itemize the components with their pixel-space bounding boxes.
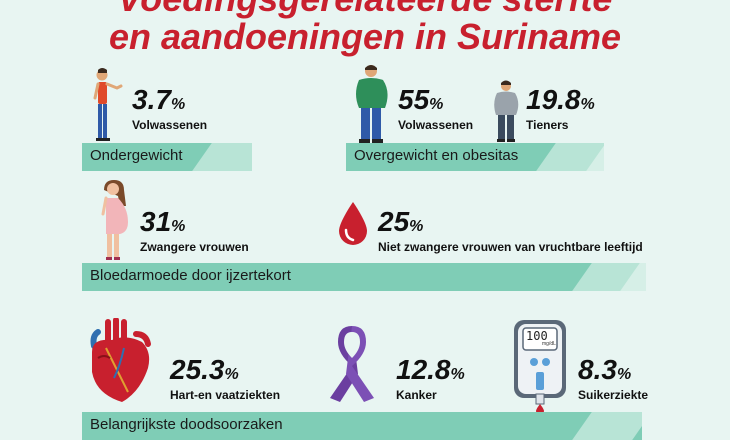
stat-label: Niet zwangere vrouwen van vruchtbare lee…	[378, 240, 643, 254]
stat-anemia-nonpregnant: 25% Niet zwangere vrouwen van vruchtbare…	[378, 206, 643, 255]
stat-diabetes: 8.3% Suikerziekte	[578, 354, 649, 403]
band-death-causes: Belangrijkste doodsoorzaken	[82, 412, 642, 440]
stat-unit: %	[171, 218, 186, 235]
stat-overweight-teens: 19.8% Tieners	[526, 84, 595, 133]
stat-label: Suikerziekte	[578, 388, 649, 402]
stat-unit: %	[409, 218, 424, 235]
band-label: Overgewicht en obesitas	[354, 147, 519, 164]
stat-value: 25.3	[170, 354, 225, 385]
page-title: Voedingsgerelateerde sterfte	[0, 0, 730, 20]
overweight-teen-icon	[494, 80, 519, 142]
stat-unit: %	[450, 366, 465, 383]
band-underweight: Ondergewicht	[82, 143, 252, 171]
stat-label: Kanker	[396, 388, 437, 402]
glucometer-reading: 100	[526, 329, 548, 343]
stat-unit: %	[616, 366, 632, 383]
stat-anemia-pregnant: 31% Zwangere vrouwen	[140, 206, 249, 255]
stat-label: Volwassenen	[132, 118, 208, 132]
stat-label: Zwangere vrouwen	[140, 240, 249, 254]
stat-underweight-adults: 3.7% Volwassenen	[132, 84, 208, 133]
stat-cardiovascular: 25.3% Hart-en vaatziekten	[170, 354, 281, 403]
band-label: Bloedarmoede door ijzertekort	[90, 267, 291, 284]
stat-value: 55	[398, 84, 430, 115]
page-subtitle: en aandoeningen in Suriname	[108, 16, 622, 57]
stat-value: 12.8	[396, 354, 451, 385]
glucometer-icon: 100 mg/dL	[512, 318, 568, 414]
stat-value: 25	[378, 206, 410, 237]
band-label: Belangrijkste doodsoorzaken	[90, 416, 283, 433]
stat-unit: %	[580, 96, 595, 113]
stat-overweight-adults: 55% Volwassenen	[398, 84, 474, 133]
pregnant-woman-icon	[101, 180, 128, 260]
thin-person-icon	[93, 68, 123, 141]
stat-label: Tieners	[526, 118, 569, 132]
stat-unit: %	[170, 96, 186, 113]
stat-label: Hart-en vaatziekten	[170, 388, 281, 402]
stat-value: 3.7	[132, 84, 171, 115]
band-anemia: Bloedarmoede door ijzertekort	[82, 263, 646, 291]
blood-drop-icon	[339, 202, 367, 245]
stat-unit: %	[429, 96, 444, 113]
stat-unit: %	[224, 366, 239, 383]
stat-value: 31	[140, 206, 172, 237]
overweight-man-icon	[356, 65, 388, 143]
stat-value: 19.8	[526, 84, 581, 115]
stat-label: Volwassenen	[398, 118, 474, 132]
band-overweight: Overgewicht en obesitas	[346, 143, 604, 171]
heart-icon	[90, 318, 151, 402]
stat-cancer: 12.8% Kanker	[396, 354, 465, 403]
cancer-ribbon-icon	[330, 326, 374, 402]
stat-value: 8.3	[578, 354, 617, 385]
band-label: Ondergewicht	[90, 147, 183, 164]
glucometer-unit: mg/dL	[542, 341, 556, 347]
